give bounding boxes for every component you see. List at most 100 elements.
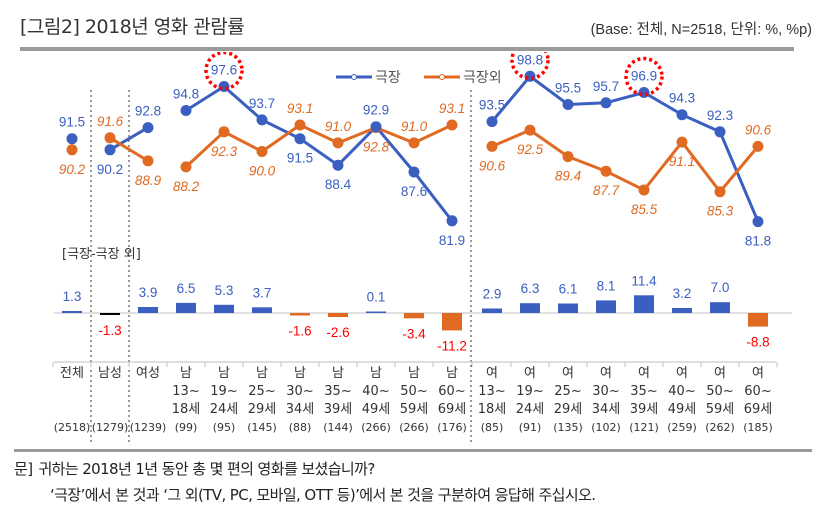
chart: 극장 극장외 91.5 90.2 92.8 94.8 97.6 93.7 91.5 88.4 92.…: [52, 52, 792, 442]
category-age-to: 69세: [438, 402, 467, 417]
category-group-label: 남: [294, 366, 306, 381]
data-label-non-theater: 91.0: [401, 119, 428, 134]
data-label-theater: 92.9: [363, 103, 389, 118]
difference-bar: [710, 302, 730, 313]
data-point-theater: [104, 144, 116, 156]
category-group-label: 여: [600, 366, 612, 381]
category-group-label: 여성: [136, 366, 160, 381]
difference-label: [극장-극장 외]: [62, 247, 141, 262]
data-point-theater: [370, 121, 382, 133]
category-age-from: 30~: [592, 384, 619, 399]
difference-label-value: 11.4: [631, 273, 657, 288]
data-point-non-theater: [676, 136, 688, 148]
category-sample-size: (2518): [54, 421, 91, 434]
category-age-from: 60~: [438, 384, 465, 399]
difference-label-value: -1.6: [288, 324, 311, 339]
legend-marker-non-theater: [439, 74, 445, 80]
category-age-from: 50~: [400, 384, 427, 399]
highlight-circle: [204, 52, 244, 91]
difference-bar: [442, 313, 462, 331]
category-age-to: 39세: [630, 402, 659, 417]
category-age-from: 13~: [172, 384, 199, 399]
data-point-non-theater: [486, 140, 498, 152]
data-label-theater: 81.9: [439, 233, 465, 248]
data-point-theater: [562, 99, 574, 110]
series-line-theater: [490, 74, 760, 223]
difference-label-value: 3.9: [139, 285, 158, 300]
category-age-from: 19~: [516, 384, 543, 399]
series-line-theater: [185, 84, 454, 222]
data-point-non-theater: [446, 119, 458, 131]
data-point-theater: [256, 114, 268, 126]
data-label-theater: 96.9: [631, 69, 657, 84]
category-sample-size: (1239): [130, 421, 167, 434]
difference-bar: [672, 308, 692, 313]
base-note: (Base: 전체, N=2518, 단위: %, %p): [590, 22, 812, 38]
data-point-non-theater: [600, 165, 612, 177]
difference-label-value: 8.1: [597, 278, 616, 293]
category-age-from: 13~: [478, 384, 505, 399]
data-label-non-theater: 93.1: [287, 101, 313, 116]
category-sample-size: (95): [213, 421, 236, 434]
difference-label-value: -8.8: [746, 335, 769, 350]
question-text-1: 귀하는 2018년 1년 동안 총 몇 편의 영화를 보셨습니까?: [38, 460, 375, 478]
category-sample-size: (185): [743, 421, 773, 434]
data-label-non-theater: 90.0: [249, 164, 276, 179]
legend-marker-theater: [351, 74, 357, 80]
difference-label-value: 5.3: [215, 283, 234, 298]
data-point-theater: [600, 97, 612, 109]
difference-label-value: 6.1: [559, 282, 578, 297]
data-label-theater: 93.7: [249, 96, 275, 111]
category-sample-size: (1279): [92, 421, 129, 434]
data-point-theater: [752, 216, 764, 228]
data-label-theater: 81.8: [745, 234, 771, 249]
legend-label-non-theater: 극장외: [463, 70, 502, 86]
category-group-label: 여: [638, 366, 650, 381]
legend-label-theater: 극장: [375, 70, 401, 86]
category-sample-size: (176): [437, 421, 467, 434]
category-age-to: 29세: [248, 402, 277, 417]
category-age-from: 25~: [554, 384, 581, 399]
difference-bar: [748, 313, 768, 327]
data-point-non-theater: [256, 146, 268, 157]
category-group-label: 여: [752, 366, 764, 381]
category-group-label: 남: [332, 366, 344, 381]
category-sample-size: (121): [629, 421, 659, 434]
category-group-label: 여: [486, 366, 498, 381]
category-sample-size: (88): [289, 421, 312, 434]
data-label-theater: 87.6: [401, 184, 427, 199]
difference-label-value: 6.5: [177, 281, 196, 296]
data-label-non-theater: 87.7: [593, 183, 620, 198]
data-point-theater: [66, 133, 78, 145]
data-point-non-theater: [524, 124, 536, 136]
category-sample-size: (145): [247, 421, 277, 434]
category-sample-size: (266): [361, 421, 391, 434]
category-age-to: 49세: [362, 402, 391, 417]
category-group-label: 여: [562, 366, 574, 381]
data-label-non-theater: 90.6: [479, 158, 506, 173]
data-point-non-theater: [714, 186, 726, 198]
question-marker: 문]: [14, 460, 33, 478]
difference-bar: [252, 307, 272, 313]
difference-label-value: 1.3: [63, 289, 82, 304]
data-point-non-theater: [66, 144, 78, 156]
category-group-label: 여: [524, 366, 536, 381]
category-age-to: 34세: [592, 402, 621, 417]
data-label-theater: 91.5: [287, 151, 313, 166]
data-label-non-theater: 91.6: [97, 114, 124, 129]
data-label-theater: 95.7: [593, 79, 619, 94]
category-age-to: 29세: [554, 402, 583, 417]
difference-label-value: -1.3: [98, 323, 121, 338]
category-sample-size: (135): [553, 421, 583, 434]
data-label-non-theater: 90.2: [59, 162, 86, 177]
category-age-from: 50~: [706, 384, 733, 399]
category-sample-size: (259): [667, 421, 697, 434]
category-sample-size: (102): [591, 421, 621, 434]
category-age-to: 18세: [172, 402, 201, 417]
difference-bar: [290, 313, 310, 316]
category-group-label: 여: [676, 366, 688, 381]
category-group-label: 남: [370, 366, 382, 381]
data-label-non-theater: 88.9: [135, 173, 162, 188]
difference-bar: [482, 308, 502, 313]
data-label-theater: 88.4: [325, 177, 352, 192]
